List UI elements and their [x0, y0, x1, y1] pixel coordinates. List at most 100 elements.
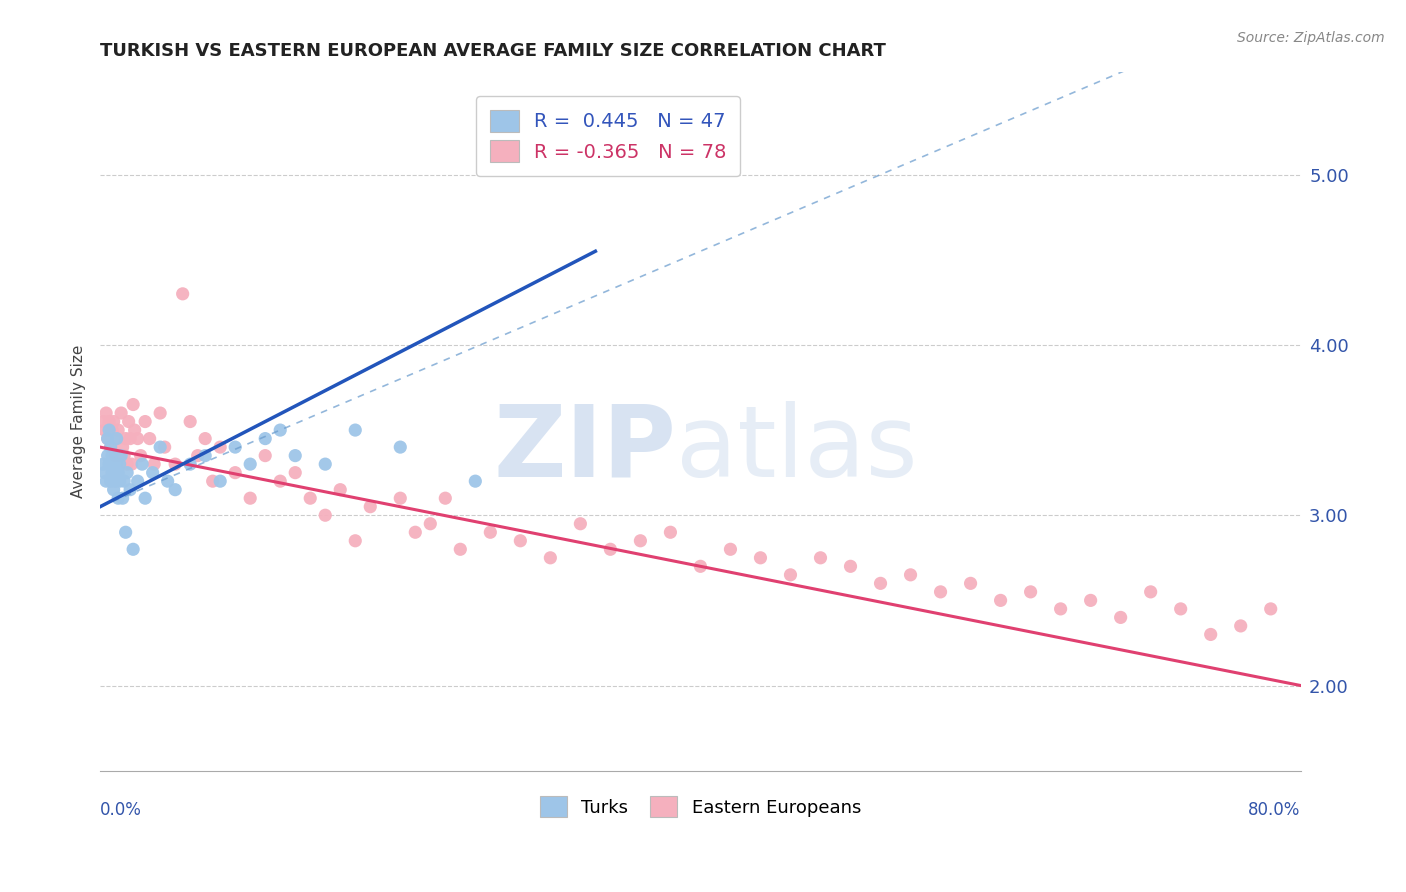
- Point: [1260, 602, 1282, 616]
- Point: [143, 457, 166, 471]
- Point: [929, 585, 952, 599]
- Point: [359, 500, 381, 514]
- Point: [105, 432, 128, 446]
- Point: [120, 483, 142, 497]
- Point: [127, 474, 149, 488]
- Point: [839, 559, 862, 574]
- Point: [990, 593, 1012, 607]
- Point: [156, 474, 179, 488]
- Point: [1170, 602, 1192, 616]
- Point: [269, 423, 291, 437]
- Point: [101, 449, 124, 463]
- Point: [449, 542, 471, 557]
- Point: [149, 406, 172, 420]
- Point: [115, 457, 138, 471]
- Point: [284, 449, 307, 463]
- Point: [569, 516, 592, 531]
- Point: [239, 491, 262, 506]
- Point: [93, 423, 115, 437]
- Point: [810, 550, 832, 565]
- Point: [153, 440, 176, 454]
- Point: [115, 466, 138, 480]
- Point: [509, 533, 531, 548]
- Point: [110, 449, 132, 463]
- Point: [1199, 627, 1222, 641]
- Point: [239, 457, 262, 471]
- Point: [111, 440, 134, 454]
- Point: [100, 440, 122, 454]
- Point: [101, 423, 124, 437]
- Point: [104, 474, 127, 488]
- Text: 80.0%: 80.0%: [1249, 801, 1301, 819]
- Point: [344, 423, 367, 437]
- Point: [1080, 593, 1102, 607]
- Point: [209, 440, 232, 454]
- Point: [165, 457, 187, 471]
- Point: [464, 474, 486, 488]
- Point: [100, 474, 122, 488]
- Point: [628, 533, 651, 548]
- Point: [134, 491, 156, 506]
- Point: [122, 542, 145, 557]
- Text: ZIP: ZIP: [494, 401, 676, 498]
- Point: [105, 457, 128, 471]
- Legend: Turks, Eastern Europeans: Turks, Eastern Europeans: [533, 789, 868, 824]
- Point: [100, 440, 122, 454]
- Point: [93, 466, 115, 480]
- Point: [194, 449, 217, 463]
- Point: [201, 474, 224, 488]
- Point: [103, 415, 125, 429]
- Point: [284, 466, 307, 480]
- Point: [117, 415, 139, 429]
- Point: [103, 457, 125, 471]
- Point: [94, 474, 117, 488]
- Point: [224, 466, 246, 480]
- Point: [107, 423, 129, 437]
- Point: [98, 423, 121, 437]
- Point: [314, 508, 336, 523]
- Point: [344, 533, 367, 548]
- Point: [720, 542, 742, 557]
- Point: [97, 449, 120, 463]
- Point: [1139, 585, 1161, 599]
- Point: [404, 525, 426, 540]
- Point: [108, 449, 131, 463]
- Point: [194, 432, 217, 446]
- Point: [129, 449, 152, 463]
- Point: [124, 423, 146, 437]
- Point: [108, 457, 131, 471]
- Point: [689, 559, 711, 574]
- Point: [105, 432, 128, 446]
- Point: [179, 457, 201, 471]
- Point: [389, 491, 412, 506]
- Point: [142, 466, 165, 480]
- Point: [112, 474, 135, 488]
- Point: [314, 457, 336, 471]
- Text: Source: ZipAtlas.com: Source: ZipAtlas.com: [1237, 31, 1385, 45]
- Point: [104, 466, 127, 480]
- Point: [179, 415, 201, 429]
- Point: [122, 398, 145, 412]
- Point: [269, 474, 291, 488]
- Point: [329, 483, 352, 497]
- Point: [165, 483, 187, 497]
- Point: [111, 491, 134, 506]
- Point: [779, 567, 801, 582]
- Point: [134, 415, 156, 429]
- Point: [538, 550, 561, 565]
- Point: [138, 432, 160, 446]
- Point: [121, 457, 143, 471]
- Point: [959, 576, 981, 591]
- Point: [101, 466, 124, 480]
- Point: [127, 432, 149, 446]
- Point: [389, 440, 412, 454]
- Point: [104, 449, 127, 463]
- Point: [659, 525, 682, 540]
- Point: [209, 474, 232, 488]
- Point: [110, 406, 132, 420]
- Text: atlas: atlas: [676, 401, 918, 498]
- Point: [108, 474, 131, 488]
- Point: [172, 286, 194, 301]
- Point: [149, 440, 172, 454]
- Point: [299, 491, 322, 506]
